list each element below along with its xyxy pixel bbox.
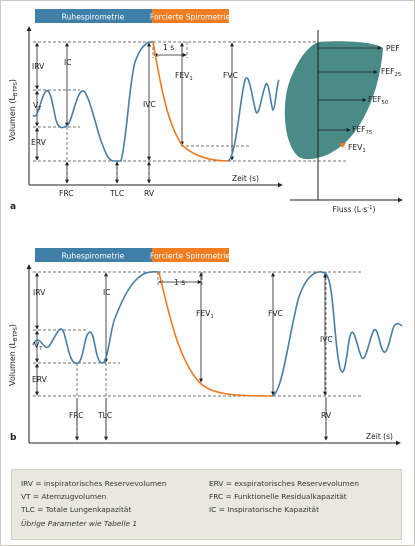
label-rv-b: RV [321, 411, 332, 420]
label-1s-a: 1 s [163, 43, 174, 52]
legend-ic: IC = Inspiratorische Kapazität [209, 505, 319, 514]
y-axis-b-label: Volumen (LBTPS) [8, 324, 19, 386]
rest-curve-b [32, 270, 160, 364]
fev1-marker-icon [339, 143, 346, 148]
legend-erv: ERV = exspiratorisches Reservevolumen [209, 479, 359, 488]
tag-forced-a-label: Forcierte Spirometrie [150, 13, 230, 22]
label-pef: PEF [386, 44, 400, 53]
post-curve-a [227, 77, 280, 162]
legend-frc: FRC = Funktionelle Residualkapazität [209, 492, 347, 501]
measure-arrows-a [35, 42, 234, 184]
panel-b: Ruhespirometrie Forcierte Spirometrie Vo… [8, 248, 403, 446]
x-axis-a-label: Zeit (s) [232, 174, 259, 183]
legend-irv: IRV = inspiratorisches Reservevolumen [21, 479, 167, 488]
label-1s-b: 1 s [174, 278, 185, 287]
label-ivc-b: IVC [320, 335, 333, 344]
label-erv-b: ERV [32, 375, 48, 384]
post-curve-b [271, 271, 403, 397]
label-fef25: FEF25 [381, 67, 401, 78]
legend-vt: VT = Atemzugvolumen [21, 492, 107, 501]
label-fef75: FEF75 [352, 125, 372, 136]
loop-x-axis-label: Fluss (L·s-1) [333, 205, 376, 214]
label-irv-a: IRV [32, 62, 45, 71]
label-tlc-a: TLC [109, 189, 124, 198]
tag-forced-b-label: Forcierte Spirometrie [150, 252, 230, 261]
label-fev1-a: FEV1 [175, 71, 193, 82]
rest-curve-a [32, 41, 154, 162]
label-tlc-b: TLC [97, 411, 112, 420]
forced-curve-a [152, 41, 229, 162]
panel-a: Ruhespirometrie Forcierte Spirometrie Vo… [8, 9, 403, 214]
legend-tlc: TLC = Totale Lungenkapazität [21, 505, 132, 514]
tag-rest-b [35, 248, 152, 262]
tag-forced-b [152, 248, 229, 262]
label-ic-b: IC [103, 288, 111, 297]
label-fef50: FEF50 [368, 95, 389, 106]
label-vt-a: VT [33, 101, 42, 112]
tag-rest-a-label: Ruhespirometrie [62, 13, 125, 22]
label-ic-a: IC [64, 58, 72, 67]
legend-note: Übrige Parameter wie Tabelle 1 [21, 519, 138, 528]
forced-curve-b [158, 271, 273, 397]
panel-b-letter: b [10, 433, 17, 443]
label-fev1-loop: FEV1 [348, 143, 366, 154]
tag-forced-a [152, 9, 229, 23]
label-fvc-a: FVC [223, 71, 238, 80]
label-frc-b: FRC [69, 411, 84, 420]
abbreviation-legend: IRV = inspiratorisches Reservevolumen ER… [11, 469, 402, 540]
y-axis-a-label: Volumen (LBTPS) [8, 79, 19, 141]
measure-arrows-b [35, 272, 328, 441]
label-frc-a: FRC [59, 189, 74, 198]
label-vt-b: VT [34, 341, 43, 352]
label-erv-a: ERV [31, 138, 47, 147]
label-rv-a: RV [144, 189, 155, 198]
label-irv-b: IRV [33, 288, 46, 297]
flow-volume-loop: PEF FEF25 FEF50 FEF75 FEV1 Fluss (L·s-1) [284, 30, 403, 214]
panel-a-letter: a [10, 202, 16, 212]
label-ivc-a: IVC [143, 100, 156, 109]
label-fev1-b: FEV1 [196, 309, 214, 320]
label-fvc-b: FVC [268, 309, 283, 318]
x-axis-b-label: Zeit (s) [366, 432, 393, 441]
tag-rest-a [35, 9, 152, 23]
tag-rest-b-label: Ruhespirometrie [62, 252, 125, 261]
